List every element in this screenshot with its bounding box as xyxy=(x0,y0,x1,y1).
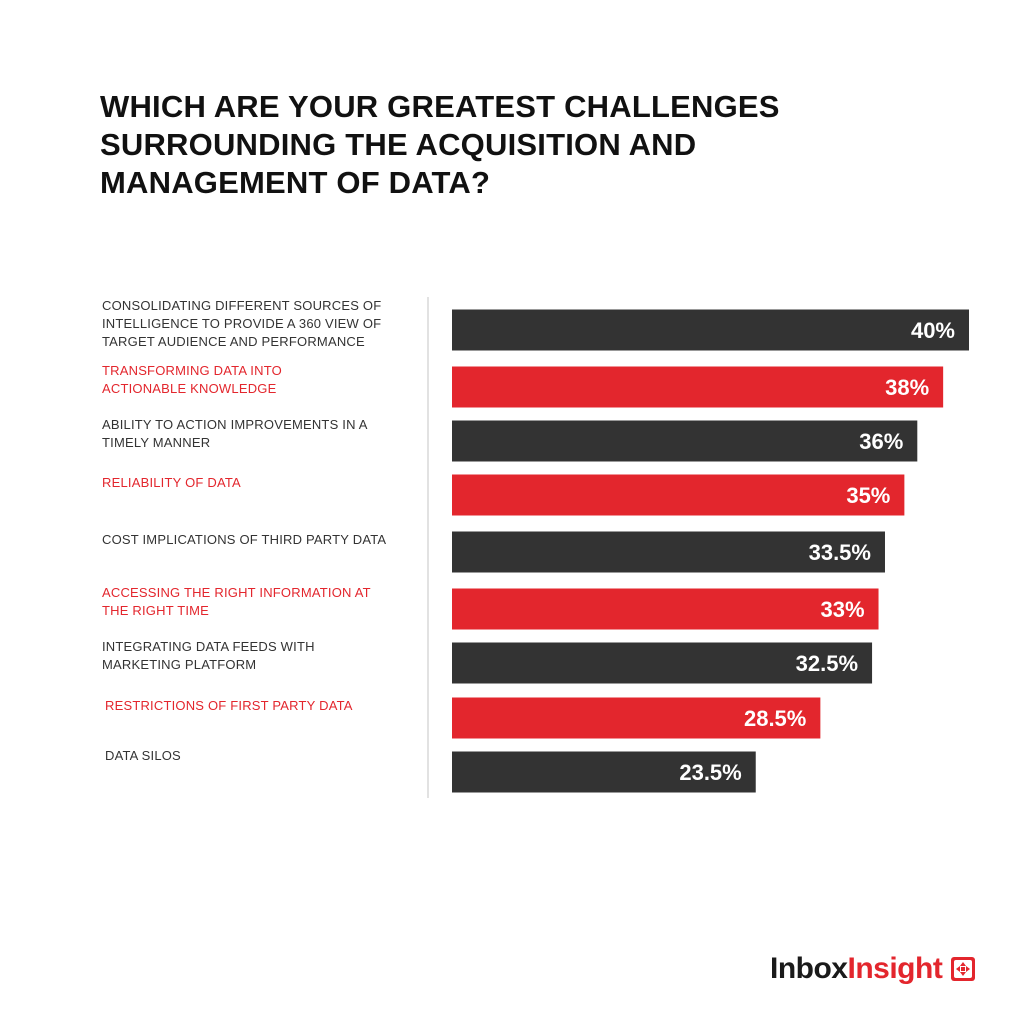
category-label-line: MARKETING PLATFORM xyxy=(102,657,256,672)
category-label: ABILITY TO ACTION IMPROVEMENTS IN A TIMEL… xyxy=(102,417,368,450)
category-label: RESTRICTIONS OF FIRST PARTY DATA xyxy=(105,698,353,713)
bar-value-label: 32.5% xyxy=(796,651,858,676)
inboxinsight-logo-icon xyxy=(951,957,976,981)
category-label: COST IMPLICATIONS OF THIRD PARTY DATA xyxy=(102,532,386,547)
category-label-line: ACTIONABLE KNOWLEDGE xyxy=(102,381,277,396)
bar xyxy=(452,588,879,630)
bar-value-label: 35% xyxy=(846,483,890,508)
category-label-line: INTEGRATING DATA FEEDS WITH xyxy=(102,639,315,654)
category-label-line: ACCESSING THE RIGHT INFORMATION AT xyxy=(102,585,371,600)
brand-name: InboxInsight xyxy=(770,952,943,986)
bar xyxy=(452,474,905,516)
brand-logo: InboxInsight xyxy=(770,952,976,986)
category-label-line: COST IMPLICATIONS OF THIRD PARTY DATA xyxy=(102,532,386,547)
bar xyxy=(452,531,885,573)
category-label: TRANSFORMING DATA INTO ACTIONABLE KNOWLED… xyxy=(102,363,282,396)
category-label-line: TRANSFORMING DATA INTO xyxy=(102,363,282,378)
chart-title: WHICH ARE YOUR GREATEST CHALLENGES SURRO… xyxy=(100,89,780,200)
category-label-line: CONSOLIDATING DIFFERENT SOURCES OF xyxy=(102,298,381,313)
category-label-line: TARGET AUDIENCE AND PERFORMANCE xyxy=(102,334,365,349)
bar-value-label: 28.5% xyxy=(744,706,806,731)
bar xyxy=(452,309,969,351)
category-label: INTEGRATING DATA FEEDS WITH MARKETING PLA… xyxy=(102,639,315,672)
bar xyxy=(452,697,821,739)
category-label: ACCESSING THE RIGHT INFORMATION AT THE RI… xyxy=(102,585,371,618)
bar-value-label: 40% xyxy=(911,318,955,343)
bar xyxy=(452,642,873,684)
bar xyxy=(452,420,918,462)
bar-value-label: 33% xyxy=(820,597,864,622)
category-label: RELIABILITY OF DATA xyxy=(102,475,241,490)
bar xyxy=(452,366,944,408)
bar-chart: 40% CONSOLIDATING DIFFERENT SOURCES OF INT… xyxy=(102,297,969,798)
category-label-line: THE RIGHT TIME xyxy=(102,603,209,618)
bar-value-label: 36% xyxy=(859,429,903,454)
category-label-line: RELIABILITY OF DATA xyxy=(102,475,241,490)
bar-value-label: 38% xyxy=(885,375,929,400)
category-label-line: DATA SILOS xyxy=(105,748,181,763)
category-label-line: TIMELY MANNER xyxy=(102,435,210,450)
brand-name-insight: Insight xyxy=(847,952,943,985)
bar xyxy=(452,751,756,793)
bar-value-label: 23.5% xyxy=(679,760,741,785)
category-label: DATA SILOS xyxy=(105,748,181,763)
category-label: CONSOLIDATING DIFFERENT SOURCES OF INTELL… xyxy=(102,298,381,349)
category-label-line: ABILITY TO ACTION IMPROVEMENTS IN A xyxy=(102,417,368,432)
category-label-line: RESTRICTIONS OF FIRST PARTY DATA xyxy=(105,698,353,713)
category-label-line: INTELLIGENCE TO PROVIDE A 360 VIEW OF xyxy=(102,316,381,331)
brand-name-inbox: Inbox xyxy=(770,952,848,985)
bar-value-label: 33.5% xyxy=(809,540,871,565)
